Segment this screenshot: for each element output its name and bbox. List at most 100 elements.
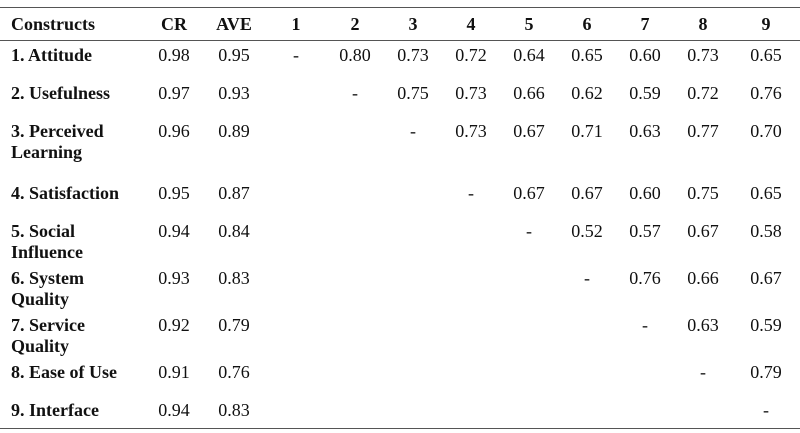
correlation-cell — [326, 310, 384, 357]
ave-value-cell: 0.87 — [218, 183, 250, 203]
correlation-cell — [500, 357, 558, 395]
cr-value-cell: 0.93 — [158, 268, 190, 288]
header-cell: 1 — [291, 13, 301, 34]
header-cell: 8 — [698, 13, 708, 34]
ave-value-cell: 0.89 — [218, 121, 250, 141]
table-body: 1. Attitude 0.98 0.95 - 0.80 0.73 0.72 0.64 0.65… — [0, 40, 800, 433]
table-row: 9. Interface 0.94 0.83 - — [0, 395, 800, 433]
correlation-cell: 0.67 — [687, 221, 719, 241]
correlation-cell: 0.59 — [629, 83, 661, 103]
correlation-cell: 0.65 — [750, 45, 782, 65]
correlation-cell: - — [410, 121, 416, 141]
ave-value-cell: 0.76 — [218, 362, 250, 382]
cr-value-cell: 0.91 — [158, 362, 190, 382]
correlation-cell: 0.58 — [750, 221, 782, 241]
correlation-cell: 0.60 — [629, 45, 661, 65]
correlation-cell — [326, 357, 384, 395]
correlation-cell: 0.66 — [687, 268, 719, 288]
correlation-cell: - — [763, 400, 769, 420]
correlation-cell: - — [642, 315, 648, 335]
correlation-cell: 0.73 — [455, 83, 487, 103]
header-cell: 3 — [408, 13, 418, 34]
header-row: Constructs CR AVE 1 2 3 4 5 6 7 8 9 — [0, 8, 800, 40]
construct-name-cell: 2. Usefulness — [11, 83, 111, 103]
correlation-cell: 0.64 — [513, 45, 545, 65]
correlation-cell — [326, 395, 384, 433]
header-cell: 2 — [350, 13, 360, 34]
correlation-cell — [500, 395, 558, 433]
correlation-cell — [266, 178, 326, 216]
header-bottom-rule — [0, 40, 800, 41]
correlation-cell: - — [293, 45, 299, 65]
table-row: 3. Perceived Learning 0.96 0.89 - 0.73 0.67 0.… — [0, 116, 800, 178]
ave-value-cell: 0.83 — [218, 400, 250, 420]
construct-correlation-table: Constructs CR AVE 1 2 3 4 5 6 7 8 9 1. A… — [0, 8, 800, 433]
construct-name-cell: 8. Ease of Use — [11, 362, 117, 382]
correlation-cell — [442, 395, 500, 433]
construct-name-cell: 5. Social Influence — [11, 221, 83, 262]
correlation-cell: 0.75 — [687, 183, 719, 203]
correlation-cell: 0.67 — [513, 183, 545, 203]
correlation-cell — [266, 116, 326, 178]
correlation-cell — [326, 216, 384, 263]
construct-name-cell: 9. Interface — [11, 400, 99, 420]
table-row: 4. Satisfaction 0.95 0.87 - 0.67 0.67 0.60 0.75… — [0, 178, 800, 216]
correlation-cell — [266, 216, 326, 263]
correlation-cell: 0.79 — [750, 362, 782, 382]
construct-name-cell: 3. Perceived Learning — [11, 121, 104, 162]
correlation-cell — [558, 395, 616, 433]
cr-value-cell: 0.98 — [158, 45, 190, 65]
correlation-cell — [442, 357, 500, 395]
cr-value-cell: 0.92 — [158, 315, 190, 335]
correlation-cell: 0.80 — [339, 45, 371, 65]
construct-name-cell: 7. Service Quality — [11, 315, 85, 356]
correlation-cell — [442, 263, 500, 310]
cr-value-cell: 0.96 — [158, 121, 190, 141]
table-top-rule — [0, 7, 800, 8]
ave-value-cell: 0.83 — [218, 268, 250, 288]
correlation-cell — [442, 310, 500, 357]
correlation-cell — [442, 216, 500, 263]
correlation-cell — [266, 357, 326, 395]
cr-value-cell: 0.95 — [158, 183, 190, 203]
correlation-cell: 0.72 — [455, 45, 487, 65]
correlation-cell — [384, 263, 442, 310]
correlation-cell: 0.65 — [571, 45, 603, 65]
correlation-cell — [326, 116, 384, 178]
cr-value-cell: 0.94 — [158, 221, 190, 241]
correlation-cell: 0.52 — [571, 221, 603, 241]
correlation-cell: 0.73 — [455, 121, 487, 141]
correlation-cell — [384, 310, 442, 357]
correlation-cell — [266, 310, 326, 357]
table-row: 5. Social Influence 0.94 0.84 - 0.52 0.57 0.67… — [0, 216, 800, 263]
cr-value-cell: 0.94 — [158, 400, 190, 420]
correlation-cell — [326, 178, 384, 216]
correlation-cell — [500, 310, 558, 357]
correlation-cell — [616, 395, 674, 433]
correlation-cell: 0.76 — [750, 83, 782, 103]
header-cell: AVE — [216, 13, 252, 34]
correlation-cell: 0.67 — [750, 268, 782, 288]
ave-value-cell: 0.84 — [218, 221, 250, 241]
correlation-cell: 0.73 — [687, 45, 719, 65]
correlation-cell — [674, 395, 732, 433]
construct-name-cell: 6. System Quality — [11, 268, 84, 309]
ave-value-cell: 0.95 — [218, 45, 250, 65]
header-cell: 6 — [582, 13, 592, 34]
header-cell: 9 — [761, 13, 771, 34]
correlation-cell: 0.63 — [629, 121, 661, 141]
construct-name-cell: 4. Satisfaction — [11, 183, 119, 203]
correlation-cell: 0.65 — [750, 183, 782, 203]
correlation-cell — [326, 263, 384, 310]
correlation-cell — [384, 216, 442, 263]
ave-value-cell: 0.93 — [218, 83, 250, 103]
header-cell: 7 — [640, 13, 650, 34]
correlation-cell — [500, 263, 558, 310]
header-cell: Constructs — [11, 13, 95, 34]
correlation-cell: - — [468, 183, 474, 203]
correlation-cell: - — [526, 221, 532, 241]
correlation-cell: 0.73 — [397, 45, 429, 65]
header-cell: 4 — [466, 13, 476, 34]
table-row: 6. System Quality 0.93 0.83 - 0.76 0.66 0.67 — [0, 263, 800, 310]
correlation-cell: 0.75 — [397, 83, 429, 103]
